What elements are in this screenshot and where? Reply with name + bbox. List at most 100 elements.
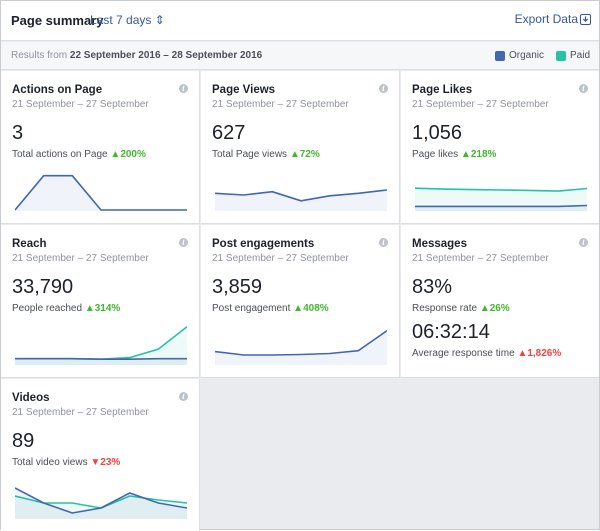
info-icon[interactable]: i [579, 84, 588, 93]
card-actions-on-page[interactable]: Actions on Page i 21 September – 27 Sept… [1, 71, 200, 224]
card-metric-secondary: Average response time ▲1,826% [412, 348, 561, 359]
card-title: Page Likes [412, 84, 473, 96]
info-icon[interactable]: i [379, 238, 388, 247]
sparkline-page-likes [415, 187, 587, 211]
card-metric: Page likes ▲218% [412, 149, 496, 160]
change-value: 408% [303, 303, 329, 314]
card-value: 89 [12, 430, 35, 452]
card-dates: 21 September – 27 September [12, 407, 149, 418]
card-title: Page Views [212, 84, 276, 96]
change-value: 23% [100, 457, 121, 468]
card-metric: Total actions on Page ▲200% [12, 149, 146, 160]
panel-header: Page summary Last 7 days ⇕ Export Data [1, 1, 599, 41]
card-title: Post engagements [212, 238, 315, 250]
metric-label: Total video views [12, 457, 88, 468]
change-value: 314% [94, 303, 121, 314]
paid-swatch [555, 50, 566, 61]
sparkline-reach [15, 326, 187, 365]
card-dates: 21 September – 27 September [12, 99, 149, 110]
info-icon[interactable]: i [179, 392, 188, 401]
sparkline-post-engagements [215, 330, 387, 365]
card-metric: Total Page views ▲72% [212, 149, 320, 160]
sparkline-area-organic [15, 175, 187, 211]
info-icon[interactable]: i [579, 238, 588, 247]
card-dates: 21 September – 27 September [212, 253, 349, 264]
metric-label: Total Page views [212, 149, 288, 160]
change-indicator: ▲72% [289, 149, 320, 160]
metric-label: People reached [12, 303, 83, 314]
results-range-text: Results from 22 September 2016 – 28 Sept… [11, 50, 262, 61]
card-value: 3 [12, 122, 24, 144]
card-title: Videos [12, 392, 50, 404]
page-title: Page summary [11, 13, 104, 28]
metric-label: Average response time [412, 348, 515, 359]
change-indicator: ▲200% [110, 149, 146, 160]
results-bar: Results from 22 September 2016 – 28 Sept… [1, 42, 599, 70]
organic-swatch [494, 50, 505, 61]
export-data-button[interactable]: Export Data [515, 12, 591, 26]
card-title: Messages [412, 238, 467, 250]
sparkline-series-organic [15, 357, 187, 361]
sparkline-area-organic [215, 330, 387, 365]
sparkline-area-organic [15, 488, 187, 519]
change-indicator: ▲408% [293, 303, 329, 314]
change-value: 218% [470, 149, 497, 160]
change-indicator: ▲1,826% [517, 348, 562, 359]
sparkline-area-organic [15, 358, 187, 365]
card-value: 33,790 [12, 276, 74, 298]
legend-paid-label: Paid [569, 50, 590, 61]
card-metric: People reached ▲314% [12, 303, 120, 314]
card-dates: 21 September – 27 September [12, 253, 149, 264]
card-reach[interactable]: Reach i 21 September – 27 September 33,7… [1, 225, 200, 378]
card-metric: Response rate ▲26% [412, 303, 510, 314]
card-value-secondary: 06:32:14 [412, 321, 490, 343]
sparkline-series-organic [415, 204, 587, 208]
sparkline-series-organic [215, 330, 387, 356]
change-value: 1,826% [527, 348, 562, 359]
card-dates: 21 September – 27 September [212, 99, 349, 110]
results-range: 22 September 2016 – 28 September 2016 [69, 50, 263, 61]
card-dates: 21 September – 27 September [412, 253, 549, 264]
sparkline-area-paid [15, 496, 187, 519]
card-title: Actions on Page [12, 84, 103, 96]
info-icon[interactable]: i [179, 84, 188, 93]
sparkline-series-organic [215, 189, 387, 202]
metric-label: Total actions on Page [12, 149, 108, 160]
card-videos[interactable]: Videos i 21 September – 27 September 89 … [1, 379, 200, 531]
change-indicator: ▲26% [479, 303, 510, 314]
legend-organic: Organic [494, 50, 544, 61]
download-icon [580, 13, 591, 25]
card-page-views[interactable]: Page Views i 21 September – 27 September… [201, 71, 400, 224]
legend-organic-label: Organic [508, 50, 544, 61]
card-value: 627 [212, 122, 246, 144]
sparkline-series-organic [15, 174, 187, 211]
metric-label: Page likes [412, 149, 459, 160]
card-metric: Post engagement ▲408% [212, 303, 329, 314]
card-value: 83% [412, 276, 453, 298]
change-indicator: ▲218% [460, 149, 497, 160]
change-value: 72% [299, 149, 320, 160]
metric-label: Post engagement [212, 303, 291, 314]
card-page-likes[interactable]: Page Likes i 21 September – 27 September… [401, 71, 599, 224]
metric-label: Response rate [412, 303, 478, 314]
results-prefix: Results from [11, 50, 70, 61]
info-icon[interactable]: i [179, 238, 188, 247]
sparkline-series-paid [415, 187, 587, 192]
sparkline-area-paid [415, 188, 587, 211]
change-indicator: ▼23% [90, 457, 121, 468]
legend-paid: Paid [555, 50, 590, 61]
date-range-dropdown[interactable]: Last 7 days ⇕ [90, 13, 165, 27]
card-value: 1,056 [412, 122, 463, 144]
export-data-label: Export Data [514, 12, 578, 26]
card-title: Reach [12, 238, 47, 250]
card-messages[interactable]: Messages i 21 September – 27 September 8… [401, 225, 599, 378]
card-metric: Total video views ▼23% [12, 457, 120, 468]
card-value: 3,859 [212, 276, 263, 298]
info-icon[interactable]: i [379, 84, 388, 93]
sparkline-area-paid [15, 326, 187, 365]
change-indicator: ▲314% [84, 303, 121, 314]
sparkline-series-organic [15, 487, 187, 514]
sparkline-actions [15, 174, 187, 211]
card-post-engagements[interactable]: Post engagements i 21 September – 27 Sep… [201, 225, 400, 378]
